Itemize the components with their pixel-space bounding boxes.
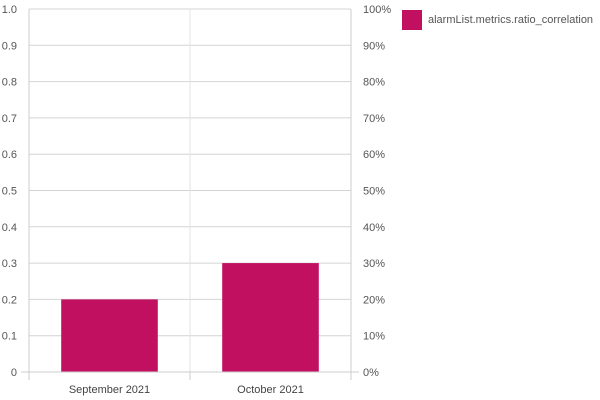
y-left-tick-label: 0.8 [2, 77, 17, 89]
bars [61, 263, 319, 372]
legend: alarmList.metrics.ratio_correlation [402, 10, 593, 30]
y-right-tick-label: 30% [363, 258, 385, 270]
y-right-tick-label: 0% [363, 367, 379, 379]
legend-label: alarmList.metrics.ratio_correlation [428, 14, 594, 26]
axes [21, 9, 359, 380]
y-left-tick-label: 0.1 [2, 331, 17, 343]
y-left-tick-label: 0.5 [2, 186, 17, 198]
bar [61, 299, 158, 372]
y-left-tick-label: 0.4 [2, 222, 17, 234]
y-right-tick-label: 70% [363, 113, 385, 125]
y-left-tick-label: 0 [11, 367, 17, 379]
y-left-tick-label: 1.0 [2, 4, 17, 16]
x-axis-labels: September 2021 October 2021 [69, 384, 304, 396]
x-tick-label: September 2021 [69, 384, 150, 396]
bar [222, 263, 319, 372]
y-right-tick-label: 50% [363, 186, 385, 198]
legend-swatch [402, 10, 422, 30]
y-right-tick-label: 20% [363, 294, 385, 306]
x-tick-label: October 2021 [237, 384, 304, 396]
y-right-tick-label: 40% [363, 222, 385, 234]
y-left-tick-label: 0.2 [2, 294, 17, 306]
y-right-tick-label: 90% [363, 40, 385, 52]
y-left-tick-label: 0.9 [2, 40, 17, 52]
y-axis-right-labels: 0% 10% 20% 30% 40% 50% 60% 70% 80% 90% 100% [363, 4, 391, 379]
y-right-tick-label: 10% [363, 331, 385, 343]
y-right-tick-label: 80% [363, 77, 385, 89]
y-right-tick-label: 100% [363, 4, 391, 16]
y-left-tick-label: 0.7 [2, 113, 17, 125]
y-left-tick-label: 0.3 [2, 258, 17, 270]
y-left-tick-label: 0.6 [2, 149, 17, 161]
y-right-tick-label: 60% [363, 149, 385, 161]
y-axis-left-labels: 0 0.1 0.2 0.3 0.4 0.5 0.6 0.7 0.8 0.9 1.0 [2, 4, 17, 379]
